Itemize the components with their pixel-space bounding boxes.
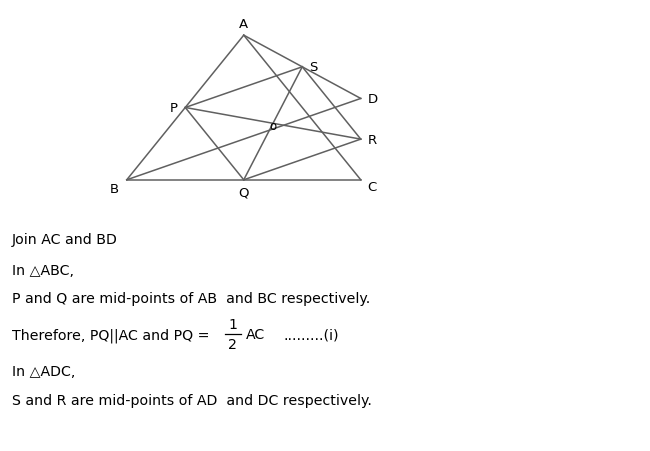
Text: o: o: [270, 120, 276, 133]
Text: 1: 1: [228, 318, 237, 331]
Text: Q: Q: [239, 186, 249, 199]
Text: .........(i): .........(i): [283, 328, 339, 341]
Text: AC: AC: [246, 328, 265, 341]
Text: C: C: [367, 180, 376, 193]
Text: 2: 2: [228, 338, 237, 351]
Text: S: S: [309, 61, 317, 74]
Text: In △ADC,: In △ADC,: [12, 364, 75, 377]
Text: S and R are mid-points of AD  and DC respectively.: S and R are mid-points of AD and DC resp…: [12, 394, 372, 407]
Text: R: R: [367, 133, 376, 146]
Text: D: D: [367, 93, 378, 106]
Text: P and Q are mid-points of AB  and BC respectively.: P and Q are mid-points of AB and BC resp…: [12, 292, 370, 305]
Text: In △ABC,: In △ABC,: [12, 264, 73, 277]
Text: A: A: [239, 18, 248, 31]
Text: Join AC and BD: Join AC and BD: [12, 232, 118, 246]
Text: B: B: [110, 183, 119, 196]
Text: Therefore, PQ||AC and PQ =: Therefore, PQ||AC and PQ =: [12, 327, 214, 342]
Text: P: P: [170, 102, 177, 115]
